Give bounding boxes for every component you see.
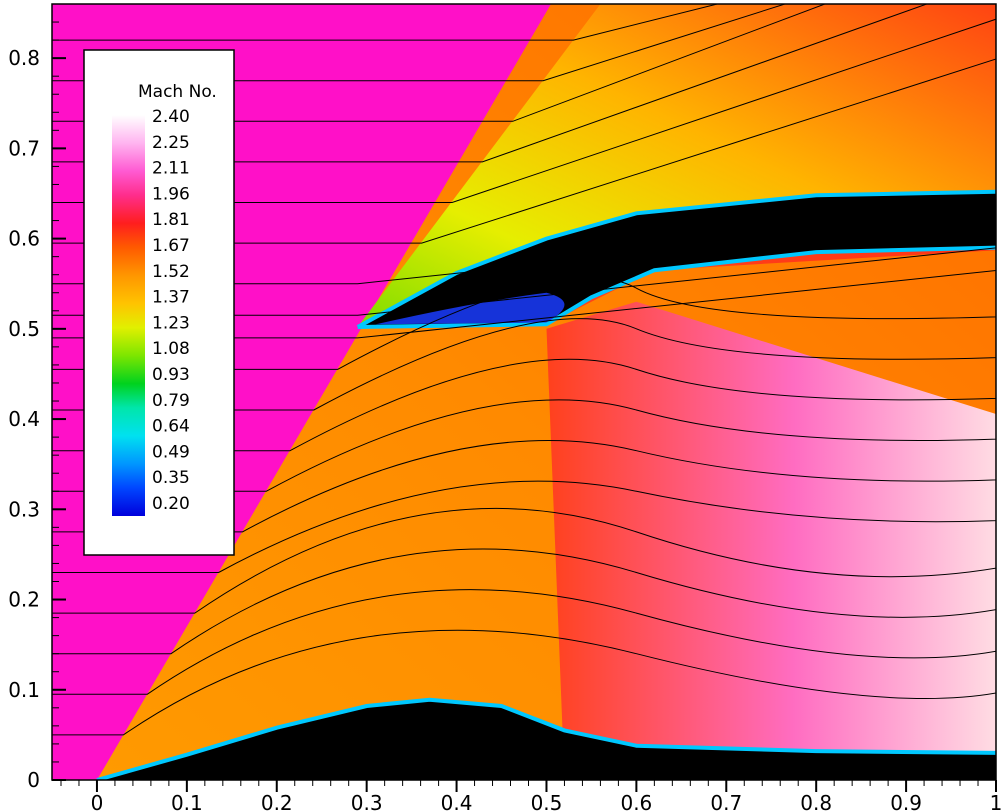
y-tick-label: 0: [27, 768, 40, 792]
y-tick-label: 0.4: [8, 407, 40, 431]
x-tick-label: 0.9: [890, 791, 922, 812]
legend-level-label: 1.81: [152, 210, 190, 230]
legend-level-label: 2.11: [152, 159, 190, 179]
legend-level-label: 1.08: [152, 339, 190, 359]
legend-level-label: 0.20: [152, 494, 190, 514]
upper-cowl-boundary-layer: [356, 189, 996, 329]
streamline: [52, 480, 996, 573]
reflected-shock-region: [546, 301, 996, 780]
lower-cowl-boundary-layer: [357, 245, 996, 329]
legend-level-label: 1.96: [152, 184, 190, 204]
legend-level-label: 1.37: [152, 288, 190, 308]
legend-box: [83, 49, 235, 556]
y-tick-label: 0.5: [8, 317, 40, 341]
legend-labels: 2.40 2.25 2.11 1.96 1.81 1.67 1.52 1.37 1.23 1.08…: [152, 107, 190, 514]
axes: 0 0.1 0.2 0.3 0.4 0.5 0.6 0.7 0.8 0.9 1 0 0.1 0.2 0.3 0…: [8, 21, 1003, 812]
x-tick-label: 0.5: [531, 791, 563, 812]
x-tick-label: 0.1: [171, 791, 203, 812]
y-tick-label: 0.3: [8, 497, 40, 521]
y-tick-label: 0.1: [8, 678, 40, 702]
streamline: [52, 4, 720, 41]
streamline: [52, 277, 996, 370]
streamline: [52, 629, 996, 736]
x-tick-label: 0: [91, 791, 104, 812]
streamline: [52, 318, 996, 411]
streamline: [52, 589, 996, 695]
streamline: [52, 399, 996, 492]
legend: Mach No. 2.40 2.25 2.11 1.96 1.81 1.67 1.52 1.3…: [83, 49, 235, 556]
legend-level-label: 0.64: [152, 417, 190, 437]
legend-level-label: 1.67: [152, 236, 190, 256]
streamline: [52, 440, 996, 533]
x-tick-label: 0.6: [620, 791, 652, 812]
x-tick-label: 0.3: [351, 791, 383, 812]
legend-level-label: 1.52: [152, 262, 190, 282]
legend-level-label: 0.93: [152, 365, 190, 385]
legend-colorbar: [112, 115, 145, 516]
upper-shock-region: [357, 4, 996, 327]
x-tick-label: 0.4: [441, 791, 473, 812]
y-tick-label: 0.2: [8, 588, 40, 612]
streamline: [52, 358, 996, 452]
legend-level-label: 2.25: [152, 133, 190, 153]
streamline: [52, 507, 996, 614]
legend-level-label: 0.35: [152, 468, 190, 488]
x-tick-label: 0.2: [261, 791, 293, 812]
legend-title: Mach No.: [138, 82, 217, 102]
separation-bubble: [375, 292, 565, 325]
streamline: [52, 548, 996, 655]
y-tick-label: 0.7: [8, 136, 40, 160]
legend-level-label: 0.79: [152, 391, 190, 411]
x-tick-label: 1: [990, 791, 1003, 812]
lower-body-surface: [97, 699, 996, 780]
lower-body-boundary-layer: [96, 697, 996, 780]
legend-level-label: 2.40: [152, 107, 190, 127]
upper-cowl-body: [357, 191, 996, 327]
legend-level-label: 0.49: [152, 442, 190, 462]
x-tick-label: 0.8: [800, 791, 832, 812]
contour-plot-area: [52, 4, 996, 780]
x-tick-label: 0.7: [710, 791, 742, 812]
legend-level-label: 1.23: [152, 313, 190, 333]
y-tick-label: 0.8: [8, 46, 40, 70]
y-tick-label: 0.6: [8, 227, 40, 251]
plot-frame: [51, 3, 997, 781]
